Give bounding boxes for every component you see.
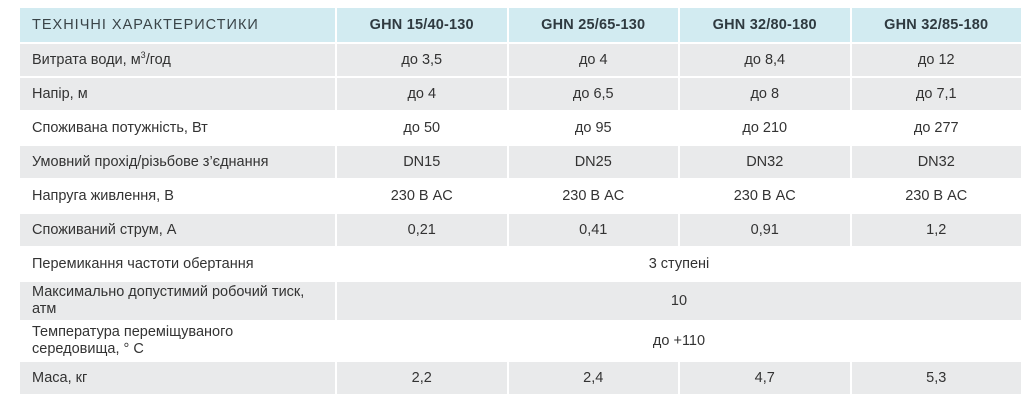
- table-row-mass: Маса, кг 2,2 2,4 4,7 5,3: [20, 362, 1021, 394]
- table-row-temperature: Температура переміщуваного середовища, °…: [20, 322, 1021, 360]
- row-label: Умовний прохід/різьбове з’єднання: [20, 146, 335, 178]
- specifications-table: ТЕХНІЧНІ ХАРАКТЕРИСТИКИ GHN 15/40-130 GH…: [20, 6, 1021, 396]
- table-cell: 2,2: [335, 362, 507, 394]
- table-cell: до 8: [678, 78, 850, 110]
- header-model: GHN 32/85-180: [850, 8, 1021, 42]
- merged-cell: 3 ступені: [335, 248, 1021, 280]
- table-cell: 5,3: [850, 362, 1021, 394]
- table-cell: 230 В AC: [678, 180, 850, 212]
- table-row-power: Споживана потужність, Вт до 50 до 95 до …: [20, 112, 1021, 144]
- table-cell: 0,91: [678, 214, 850, 246]
- table-cell: 4,7: [678, 362, 850, 394]
- table-cell: 230 В AC: [335, 180, 507, 212]
- table-cell: до 4: [507, 44, 679, 76]
- table-cell: до 50: [335, 112, 507, 144]
- row-label: Перемикання частоти обертання: [20, 248, 335, 280]
- table-cell: DN32: [678, 146, 850, 178]
- row-label: Максимально допустимий робочий тиск, атм: [20, 282, 335, 320]
- table-row-voltage: Напруга живлення, В 230 В AC 230 В AC 23…: [20, 180, 1021, 212]
- table-cell: до 210: [678, 112, 850, 144]
- table-row-water-flow: Витрата води, м3/год до 3,5 до 4 до 8,4 …: [20, 44, 1021, 76]
- row-label: Споживана потужність, Вт: [20, 112, 335, 144]
- merged-cell: 10: [335, 282, 1021, 320]
- table-cell: 2,4: [507, 362, 679, 394]
- table-cell: до 8,4: [678, 44, 850, 76]
- table-row-current: Споживаний струм, А 0,21 0,41 0,91 1,2: [20, 214, 1021, 246]
- specs-container: ТЕХНІЧНІ ХАРАКТЕРИСТИКИ GHN 15/40-130 GH…: [0, 6, 1021, 396]
- table-cell: DN32: [850, 146, 1021, 178]
- table-row-speed-switching: Перемикання частоти обертання 3 ступені: [20, 248, 1021, 280]
- table-cell: 1,2: [850, 214, 1021, 246]
- header-characteristics: ТЕХНІЧНІ ХАРАКТЕРИСТИКИ: [20, 8, 335, 42]
- table-cell: до 95: [507, 112, 679, 144]
- header-model: GHN 32/80-180: [678, 8, 850, 42]
- table-cell: 0,41: [507, 214, 679, 246]
- table-header-row: ТЕХНІЧНІ ХАРАКТЕРИСТИКИ GHN 15/40-130 GH…: [20, 8, 1021, 42]
- row-label: Напруга живлення, В: [20, 180, 335, 212]
- merged-cell: до +110: [335, 322, 1021, 360]
- table-cell: 230 В AC: [850, 180, 1021, 212]
- table-cell: до 277: [850, 112, 1021, 144]
- header-model: GHN 15/40-130: [335, 8, 507, 42]
- table-row-head: Напір, м до 4 до 6,5 до 8 до 7,1: [20, 78, 1021, 110]
- row-label: Напір, м: [20, 78, 335, 110]
- table-cell: до 4: [335, 78, 507, 110]
- table-cell: до 3,5: [335, 44, 507, 76]
- table-cell: до 6,5: [507, 78, 679, 110]
- row-label: Споживаний струм, А: [20, 214, 335, 246]
- header-model: GHN 25/65-130: [507, 8, 679, 42]
- table-cell: 230 В AC: [507, 180, 679, 212]
- row-label: Витрата води, м3/год: [20, 44, 335, 76]
- table-cell: до 12: [850, 44, 1021, 76]
- table-row-max-pressure: Максимально допустимий робочий тиск, атм…: [20, 282, 1021, 320]
- table-cell: 0,21: [335, 214, 507, 246]
- row-label: Температура переміщуваного середовища, °…: [20, 322, 335, 360]
- row-label: Маса, кг: [20, 362, 335, 394]
- table-cell: DN15: [335, 146, 507, 178]
- table-cell: DN25: [507, 146, 679, 178]
- table-cell: до 7,1: [850, 78, 1021, 110]
- table-row-connection: Умовний прохід/різьбове з’єднання DN15 D…: [20, 146, 1021, 178]
